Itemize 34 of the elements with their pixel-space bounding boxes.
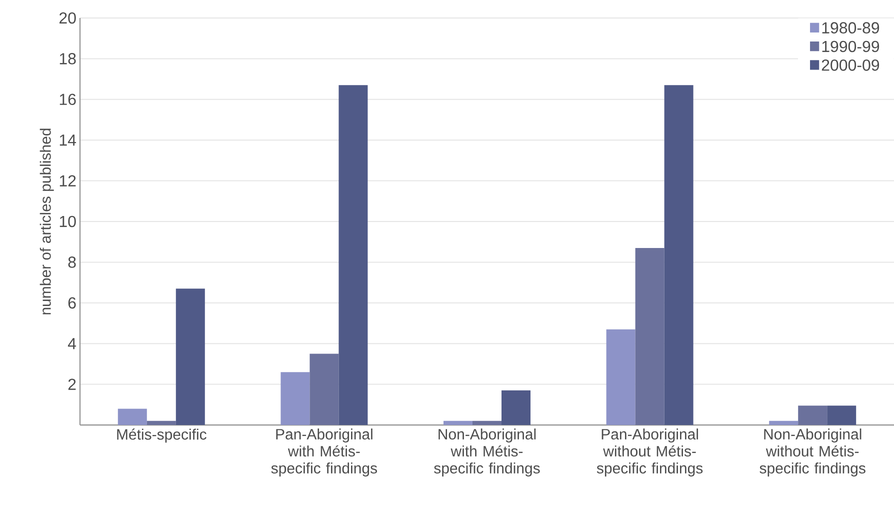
bar bbox=[827, 406, 856, 425]
bar bbox=[444, 420, 473, 425]
legend-label: 1990-99 bbox=[822, 40, 880, 52]
x-tick-label: Non-Aboriginal with Métis-specific findings bbox=[434, 428, 540, 476]
y-tick-label: 14 bbox=[60, 134, 76, 146]
x-tick-label: Métis-specific bbox=[117, 428, 206, 443]
x-tick-label: Pan-Aboriginal without Métis-specific findings bbox=[596, 428, 703, 476]
legend-label: 2000-09 bbox=[822, 59, 880, 71]
legend-label: 1980-89 bbox=[822, 22, 880, 34]
y-tick-label: 20 bbox=[59, 12, 76, 24]
y-tick-label: 8 bbox=[68, 256, 76, 268]
bar bbox=[502, 390, 531, 425]
bar bbox=[310, 354, 339, 425]
x-tick-label: Non-Aboriginal without Métis-specific findings bbox=[760, 428, 866, 476]
bar bbox=[176, 288, 205, 425]
bar bbox=[472, 420, 502, 425]
y-axis-title: number of articles published bbox=[40, 128, 54, 314]
bar bbox=[664, 85, 694, 425]
bar bbox=[280, 372, 310, 425]
bar bbox=[769, 420, 798, 425]
bar bbox=[635, 248, 664, 425]
y-tick-label: 16 bbox=[60, 94, 76, 106]
x-tick-label: Pan-Aboriginal with Métis-specific findings bbox=[271, 428, 377, 476]
y-tick-label: 12 bbox=[60, 175, 76, 186]
y-tick-label: 4 bbox=[68, 338, 76, 350]
y-tick-label: 6 bbox=[68, 297, 76, 309]
y-tick-label: 2 bbox=[68, 378, 76, 390]
bar bbox=[338, 85, 368, 425]
bar bbox=[606, 329, 636, 425]
y-tick-label: 10 bbox=[60, 216, 76, 228]
bar bbox=[118, 408, 147, 425]
bar bbox=[798, 406, 828, 425]
bar bbox=[146, 420, 176, 425]
y-tick-label: 18 bbox=[60, 53, 76, 64]
